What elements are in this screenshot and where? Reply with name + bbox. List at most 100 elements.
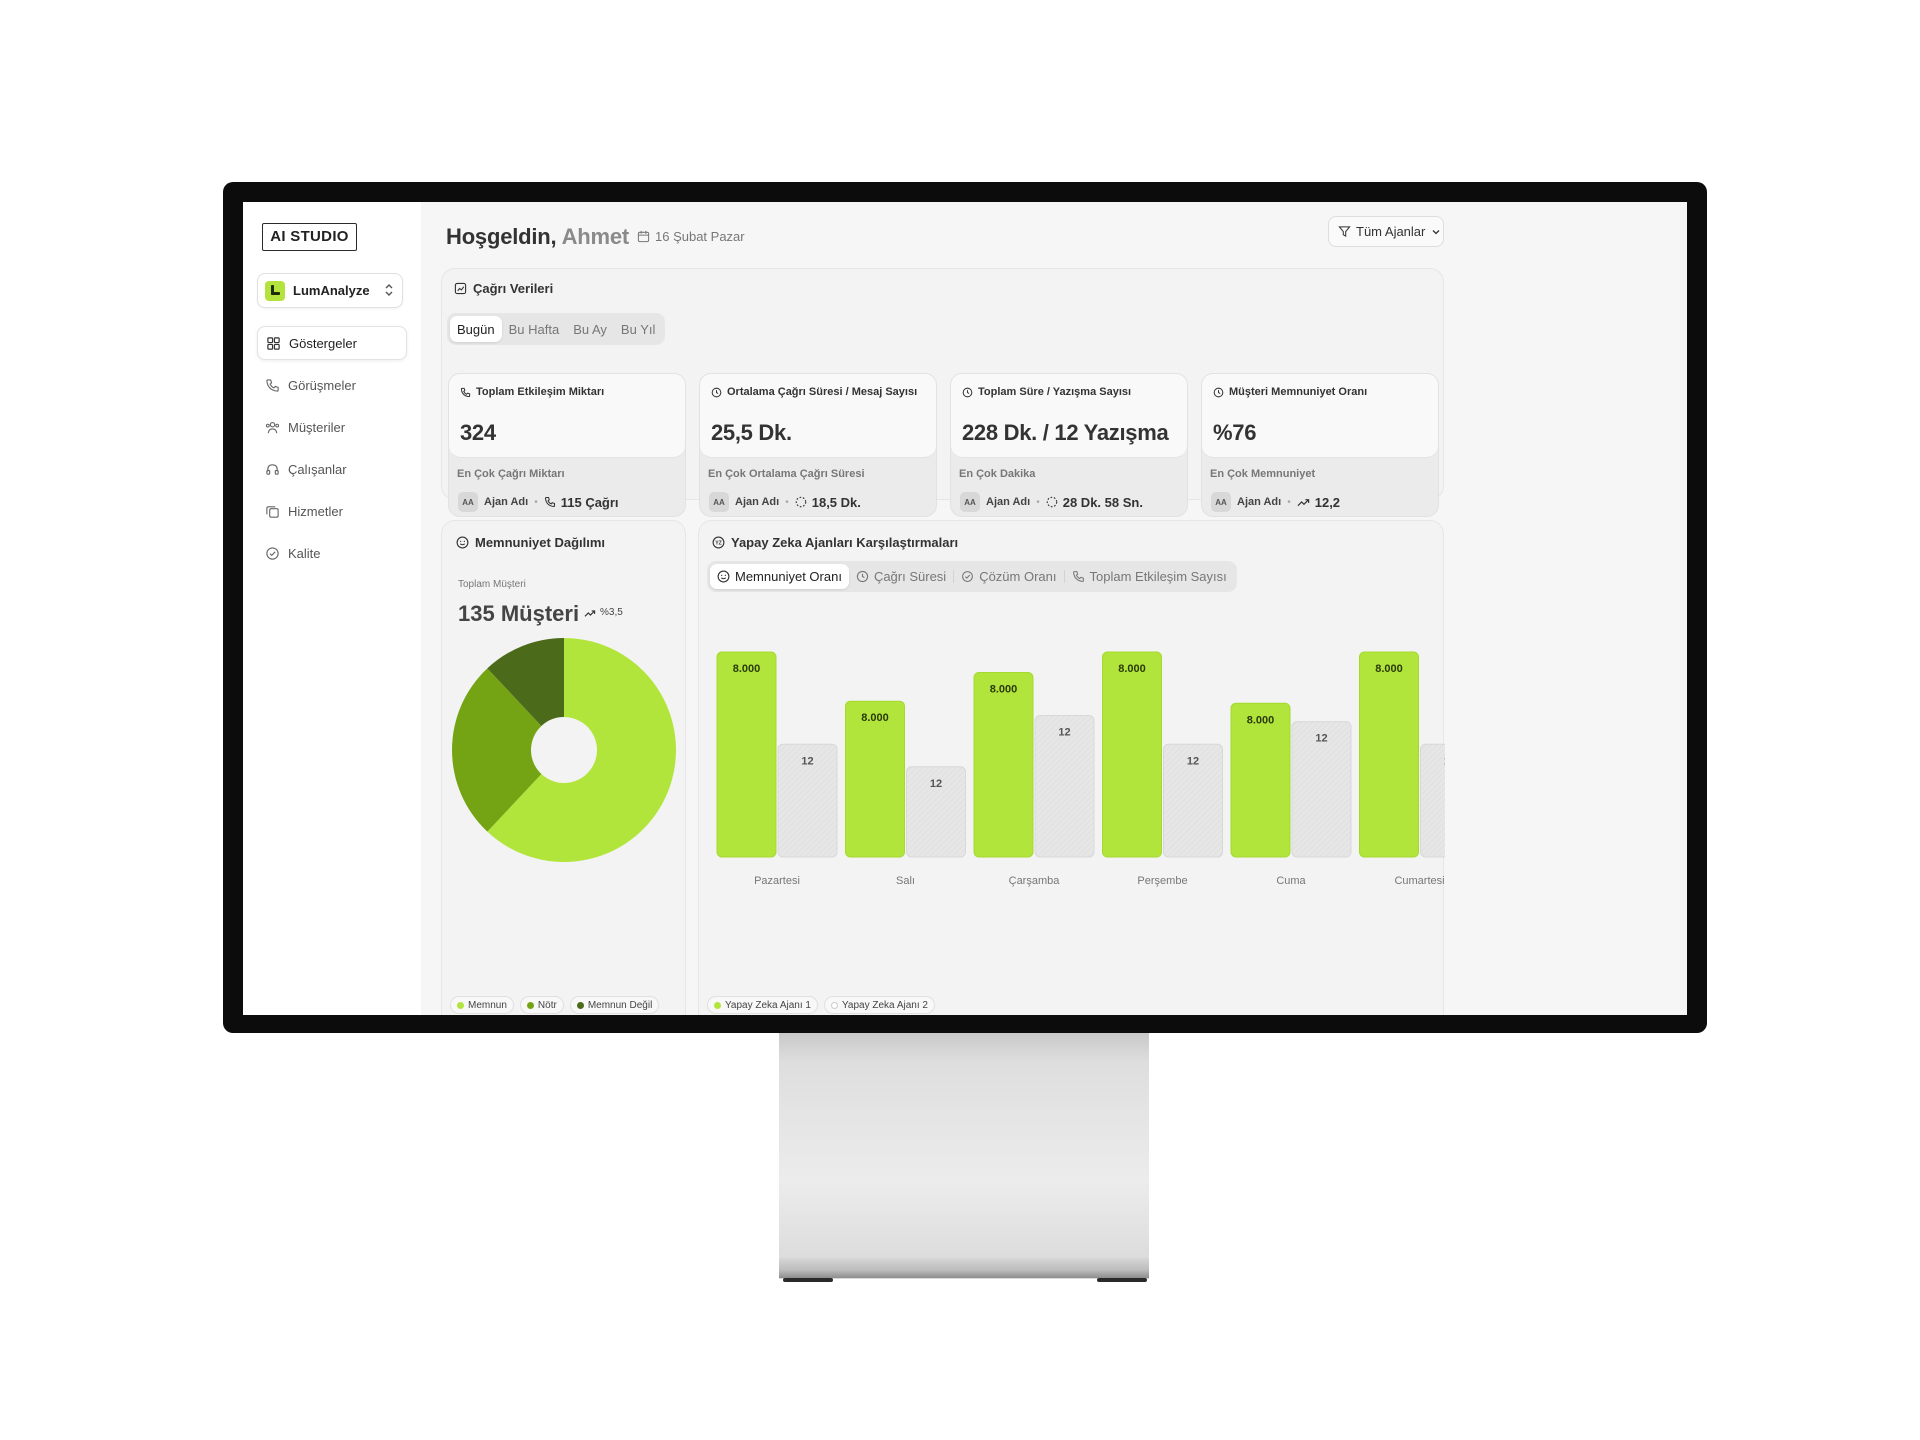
legend-item: Memnun Değil [569,996,660,1014]
bar-ajan1-3[interactable] [973,672,1034,858]
agent-filter-dropdown[interactable]: Tüm Ajanlar [1328,216,1444,247]
bar-ajan2-6[interactable] [1420,743,1446,858]
sidebar-item-hizmetler[interactable]: Hizmetler [257,494,407,528]
kpi-metric-value: 115 Çağrı [560,494,619,510]
kpi-metric-value: 18,5 Dk. [811,494,861,510]
kpi-metric: 12,2 [1297,495,1340,510]
clock-icon [962,387,973,397]
monitor-stand [779,1033,1149,1279]
legend-item: Memnun [450,996,514,1014]
kpi-label-text: Müşteri Memnuniyet Oranı [1229,386,1368,398]
tab-bu-hafta[interactable]: Bu Hafta [508,321,560,337]
tab-cagri-suresi[interactable]: Çağrı Süresi [849,564,953,589]
separator-dot: • [1036,496,1040,508]
kpi-card-avg-call-duration[interactable]: Ortalama Çağrı Süresi / Mesaj Sayısı 25,… [699,373,937,517]
pie-slice-memnun[interactable] [487,638,676,862]
phone-icon [544,496,555,508]
bar-data-label: 12 [1315,733,1327,745]
kpi-sub-label: En Çok Memnuniyet [1210,468,1316,480]
pie-slice-nötr[interactable] [451,668,542,832]
kpi-sub-label: En Çok Çağrı Miktarı [457,468,565,480]
bar-ajan2-4[interactable] [1163,743,1223,858]
tab-toplam-etkilesim[interactable]: Toplam Etkileşim Sayısı [1065,564,1234,589]
tab-cozum-orani[interactable]: Çözüm Oranı [954,564,1063,589]
smile-icon [456,536,469,549]
legend-label: Nötr [537,999,557,1011]
kpi-card-satisfaction-rate[interactable]: Müşteri Memnuniyet Oranı %76 En Çok Memn… [1201,373,1439,517]
trend-value: %3,5 [600,607,623,618]
app-logo[interactable]: AI STUDIO [262,223,357,251]
satisfaction-legend: Memnun Nötr Memnun Değil [450,996,665,1014]
svg-text:YZ: YZ [715,541,722,547]
bar-ajan1-5[interactable] [1230,702,1291,858]
bar-data-label: 12 [1444,755,1445,767]
headset-icon [266,463,279,475]
copy-icon [266,505,279,518]
bar-data-label: 12 [1187,755,1199,767]
kpi-sub-label: En Çok Ortalama Çağrı Süresi [708,468,865,480]
separator-dot: • [785,496,789,508]
tab-bu-ay[interactable]: Bu Ay [573,321,607,337]
kpi-card-top: Toplam Etkileşim Miktarı 324 [449,374,685,458]
avatar: AA [960,492,980,512]
kpi-card-total-interactions[interactable]: Toplam Etkileşim Miktarı 324 En Çok Çağr… [448,373,686,517]
sidebar-item-musteriler[interactable]: Müşteriler [257,410,407,444]
kpi-label: Müşteri Memnuniyet Oranı [1213,386,1367,398]
x-tick-label: Cuma [1276,875,1306,887]
sidebar-item-gorusmeler[interactable]: Görüşmeler [257,368,407,402]
bar-data-label: 12 [930,778,942,790]
legend-label: Yapay Zeka Ajanı 2 [841,999,928,1011]
sidebar-item-label: Kalite [288,545,321,561]
trend-badge: %3,5 [584,607,623,618]
bar-ajan1-1[interactable] [716,651,777,858]
x-tick-label: Çarşamba [1009,875,1061,887]
workspace-logo-icon [265,280,285,301]
avatar: AA [1211,492,1231,512]
grid-icon [267,336,280,350]
bar-ajan2-2[interactable] [906,766,966,858]
pie-slice-memnun-değil[interactable] [487,638,564,726]
sidebar-item-calisanlar[interactable]: Çalışanlar [257,452,407,486]
kpi-value: 25,5 Dk. [711,420,792,445]
tab-bugun[interactable]: Bugün [450,316,502,342]
x-tick-label: Cumartesi [1394,875,1444,887]
bar-ajan1-4[interactable] [1102,651,1162,858]
kpi-card-top: Toplam Süre / Yazışma Sayısı 228 Dk. / 1… [951,374,1187,458]
bar-ajan2-5[interactable] [1291,721,1352,858]
kpi-metric-value: 28 Dk. 58 Sn. [1062,494,1143,510]
kpi-card-top: Müşteri Memnuniyet Oranı %76 [1202,374,1438,458]
bar-ajan1-6[interactable] [1359,651,1419,858]
x-tick-label: Salı [896,875,915,887]
agent-name: Ajan Adı [484,496,529,508]
monitor-stand-foot [779,1258,1149,1278]
filter-icon [1338,226,1351,238]
workspace-switcher[interactable]: LumAnalyze [257,273,403,308]
tab-label: Memnuniyet Oranı [735,569,842,584]
separator-dot: • [534,496,538,508]
check-circle-icon [962,571,974,582]
legend-swatch [457,1001,464,1009]
tab-memnuniyet-orani[interactable]: Memnuniyet Oranı [710,564,849,589]
kpi-label-text: Toplam Etkileşim Miktarı [476,386,605,398]
users-icon [265,421,280,433]
stand-foot-left [783,1278,833,1282]
kpi-top-agent: AA Ajan Adı • 28 Dk. 58 Sn. [960,492,1143,512]
panel-title-text: Memnuniyet Dağılımı [475,535,606,550]
bar-ajan2-3[interactable] [1034,715,1095,858]
bar-ajan1-2[interactable] [845,700,905,858]
legend-swatch [714,1001,721,1009]
total-customers-label: Toplam Müşteri [458,579,526,590]
tab-label: Çağrı Süresi [873,569,947,584]
page-title: Hoşgeldin, Ahmet [446,224,629,250]
sidebar-item-gostergeler[interactable]: Göstergeler [257,326,407,360]
sidebar-item-kalite[interactable]: Kalite [257,536,407,570]
sidebar-item-label: Çalışanlar [288,461,347,477]
comparison-bar-chart: 8.000 12 Pazartesi 8.000 12 Salı 8.000 12 Çarşam… [716,651,1446,887]
kpi-value: %76 [1213,420,1257,445]
kpi-card-total-duration[interactable]: Toplam Süre / Yazışma Sayısı 228 Dk. / 1… [950,373,1188,517]
kpi-metric: 28 Dk. 58 Sn. [1046,495,1143,510]
tab-bu-yil[interactable]: Bu Yıl [620,321,656,337]
bar-ajan2-1[interactable] [777,743,838,858]
kpi-label: Toplam Etkileşim Miktarı [460,386,604,398]
